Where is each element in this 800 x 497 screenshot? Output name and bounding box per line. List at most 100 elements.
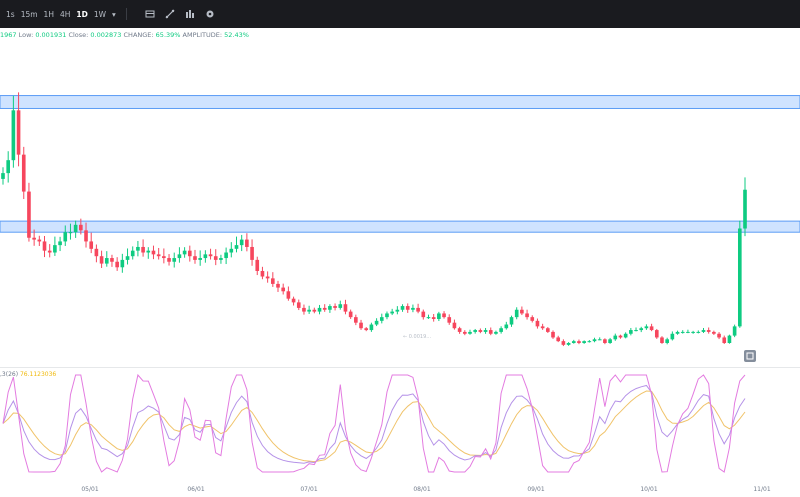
candle-body [712, 331, 716, 334]
settings-button[interactable] [205, 9, 215, 19]
kdj-indicator-chart[interactable] [0, 367, 800, 480]
price-zone-2 [0, 220, 800, 233]
candle-body [136, 246, 140, 251]
candle [379, 313, 384, 324]
indicator-value: 76.1123036 [19, 371, 57, 378]
candle [338, 300, 343, 310]
candle-body [224, 252, 228, 259]
candle-body [437, 313, 441, 319]
candle-body [566, 342, 571, 345]
timeframe-1s[interactable]: 1s [6, 9, 15, 19]
candlestick-button[interactable] [145, 9, 155, 19]
candle [260, 266, 265, 280]
candle-body [317, 307, 322, 312]
candle [130, 246, 135, 260]
candle-body [115, 261, 119, 268]
scroll-to-latest-button[interactable] [744, 350, 756, 362]
candle-body [234, 245, 239, 249]
candle-body [618, 335, 623, 338]
candle-body [478, 330, 483, 332]
candle [286, 286, 291, 301]
candle-body [686, 331, 690, 333]
timeframe-4h[interactable]: 4H [59, 9, 71, 19]
candle-body [411, 307, 415, 310]
candle [255, 256, 260, 276]
candle [53, 236, 57, 256]
candle-body [120, 259, 125, 268]
candle [613, 333, 618, 341]
candle [208, 248, 213, 260]
candle [115, 257, 119, 271]
candle-body [312, 309, 317, 312]
candle [551, 330, 555, 339]
candle [670, 331, 675, 341]
candle-body [608, 339, 612, 343]
candle-body [722, 337, 727, 343]
candle-body [84, 230, 88, 242]
candle [354, 314, 358, 326]
candle-body [732, 326, 737, 336]
candle [68, 223, 73, 240]
candle [32, 229, 36, 246]
chevron-down-icon[interactable]: ▾ [112, 9, 116, 19]
candle-body [644, 326, 649, 329]
candle [431, 313, 436, 322]
candle-body [556, 337, 561, 342]
candle [727, 334, 732, 344]
candle [546, 327, 550, 333]
candle-body [245, 239, 249, 247]
candle-body [177, 254, 182, 259]
candle [312, 307, 317, 314]
timeframe-15m[interactable]: 15m [20, 9, 38, 19]
candle-body [73, 224, 78, 233]
candle [219, 254, 223, 264]
candle-body [654, 330, 659, 338]
candle [21, 146, 26, 200]
candle [712, 330, 716, 335]
candle [649, 323, 654, 332]
low-marker-label: ← 0.0019… [403, 334, 432, 340]
indicators-button[interactable] [185, 9, 195, 19]
candle-body [727, 335, 732, 343]
candle [680, 330, 685, 334]
indicator-line-j [2, 373, 746, 473]
high-value: 1967 [0, 31, 17, 39]
candle-body [395, 309, 400, 312]
drawing-button[interactable] [165, 9, 175, 19]
candle-body [509, 317, 514, 325]
candle-body [743, 189, 747, 229]
candle-body [405, 306, 410, 310]
candlestick-chart[interactable] [0, 42, 800, 367]
candle [566, 342, 571, 346]
indicator-line-k [2, 384, 746, 464]
candle-body [603, 339, 607, 343]
candle-body [613, 335, 618, 340]
x-axis-label: 10/01 [640, 486, 658, 493]
candle [478, 328, 483, 334]
candle [696, 330, 701, 334]
candle-body [130, 250, 135, 257]
timeframe-1d[interactable]: 1D [76, 9, 88, 19]
candle-body [110, 258, 114, 262]
candle [167, 254, 171, 266]
timeframe-1h[interactable]: 1H [43, 9, 54, 19]
candle [400, 304, 405, 312]
candle [276, 280, 280, 292]
candle [618, 334, 623, 339]
candle-body [649, 326, 654, 331]
candle-body [665, 339, 669, 343]
candle-body [706, 330, 711, 332]
timeframe-1w[interactable]: 1W [93, 9, 107, 19]
candle [348, 309, 353, 319]
candle [73, 220, 78, 238]
x-axis-label: 11/01 [753, 486, 771, 493]
candle-body [167, 258, 171, 262]
candle-body [146, 250, 151, 253]
candle [333, 303, 337, 311]
candle [743, 177, 747, 237]
candle [307, 305, 311, 314]
candle-body [47, 250, 52, 253]
candle [535, 318, 540, 329]
candle-body [291, 298, 296, 303]
candle-body [250, 246, 254, 260]
